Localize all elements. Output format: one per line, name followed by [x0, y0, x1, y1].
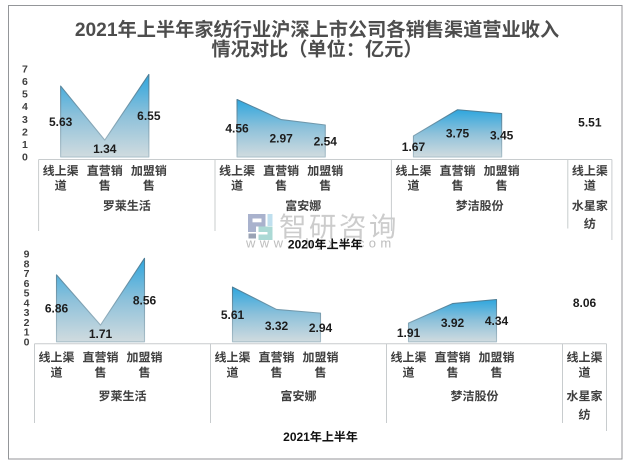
svg-text:0: 0 [24, 336, 30, 348]
svg-text:1: 1 [22, 139, 28, 151]
svg-text:0: 0 [22, 152, 28, 164]
svg-text:1: 1 [24, 327, 30, 339]
svg-text:4: 4 [24, 297, 30, 309]
svg-text:2.54: 2.54 [314, 134, 338, 148]
svg-text:8: 8 [24, 258, 30, 270]
svg-text:6.86: 6.86 [45, 302, 69, 316]
svg-text:2: 2 [24, 317, 30, 329]
svg-text:6: 6 [24, 278, 30, 290]
svg-text:2020: 2020 [288, 238, 315, 252]
svg-text:2.97: 2.97 [269, 132, 293, 146]
svg-text:5: 5 [24, 288, 30, 300]
svg-text:7: 7 [24, 268, 30, 280]
svg-text:2: 2 [22, 126, 28, 138]
svg-text:2021: 2021 [283, 430, 310, 444]
svg-text:3.92: 3.92 [441, 316, 465, 330]
svg-text:6: 6 [22, 76, 28, 88]
svg-text:3.75: 3.75 [446, 127, 470, 141]
svg-text:2021: 2021 [75, 20, 118, 41]
svg-text:2.94: 2.94 [309, 321, 333, 335]
svg-text:5: 5 [22, 89, 28, 101]
svg-text:3: 3 [24, 307, 30, 319]
svg-text:7: 7 [22, 63, 28, 75]
svg-text:8.06: 8.06 [573, 296, 597, 310]
svg-text:9: 9 [24, 249, 30, 261]
svg-text:3: 3 [22, 114, 28, 126]
svg-text:4.34: 4.34 [485, 314, 509, 328]
svg-text:1.71: 1.71 [89, 327, 113, 341]
svg-text:1.91: 1.91 [397, 326, 421, 340]
svg-text:3.32: 3.32 [265, 319, 289, 333]
svg-text:1.34: 1.34 [93, 142, 117, 156]
svg-text:6.55: 6.55 [137, 109, 161, 123]
svg-text:4.56: 4.56 [225, 122, 249, 136]
svg-text:8.56: 8.56 [133, 293, 157, 307]
svg-text:1.67: 1.67 [402, 140, 426, 154]
svg-text:3.45: 3.45 [490, 129, 514, 143]
svg-text:5.61: 5.61 [221, 308, 245, 322]
svg-text:5.63: 5.63 [49, 115, 73, 129]
svg-text:4: 4 [22, 101, 28, 113]
svg-text:5.51: 5.51 [578, 116, 602, 130]
